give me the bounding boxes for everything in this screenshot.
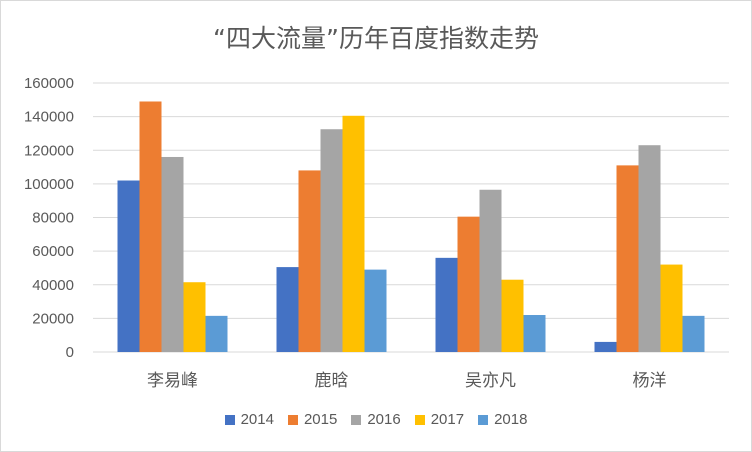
legend-label: 2016 <box>367 411 401 428</box>
legend-label: 2018 <box>494 411 528 428</box>
bar <box>457 216 480 352</box>
legend-item: 2018 <box>478 411 527 428</box>
legend-swatch <box>224 414 235 425</box>
bar <box>594 341 617 352</box>
y-tick-label: 140000 <box>24 109 74 126</box>
bar <box>139 101 162 353</box>
bar <box>320 129 343 352</box>
legend-label: 2017 <box>430 411 465 428</box>
chart-legend: 2014 2015 2016 2017 2018 <box>1 411 751 428</box>
bar <box>682 315 705 352</box>
legend-label: 2015 <box>303 411 338 428</box>
bar <box>183 282 206 352</box>
y-tick-label: 60000 <box>32 243 74 260</box>
bar <box>523 315 546 352</box>
y-tick-label: 160000 <box>24 75 74 92</box>
bar <box>616 165 639 352</box>
legend-label: 2014 <box>240 411 274 428</box>
bar <box>435 257 458 352</box>
y-tick-label: 40000 <box>32 277 74 294</box>
bar <box>479 189 502 352</box>
bar <box>364 269 387 352</box>
bar <box>276 267 299 352</box>
legend-item: 2017 <box>414 411 465 428</box>
y-tick-label: 120000 <box>24 142 74 159</box>
y-tick-label: 20000 <box>32 310 74 327</box>
legend-swatch <box>478 414 489 425</box>
bar <box>342 115 365 352</box>
bar <box>117 180 140 352</box>
legend-swatch <box>287 414 298 425</box>
legend-swatch <box>351 414 362 425</box>
x-category-label: 杨洋 <box>633 371 667 391</box>
x-category-label: 吴亦凡 <box>465 371 516 391</box>
x-category-label: 鹿晗 <box>315 371 349 391</box>
bar <box>205 315 228 352</box>
bar <box>638 145 661 352</box>
legend-item: 2015 <box>287 411 338 428</box>
bar <box>298 170 321 352</box>
legend-item: 2016 <box>351 411 401 428</box>
y-tick-label: 80000 <box>32 210 74 227</box>
y-tick-label: 0 <box>66 344 74 361</box>
x-category-label: 李易峰 <box>147 371 198 391</box>
chart-title: “四大流量”历年百度指数走势 <box>213 24 539 53</box>
bar <box>501 279 524 352</box>
bar <box>660 264 683 352</box>
legend-item: 2014 <box>224 411 274 428</box>
legend-swatch <box>414 414 425 425</box>
bar <box>161 156 184 352</box>
y-tick-label: 100000 <box>24 176 74 193</box>
